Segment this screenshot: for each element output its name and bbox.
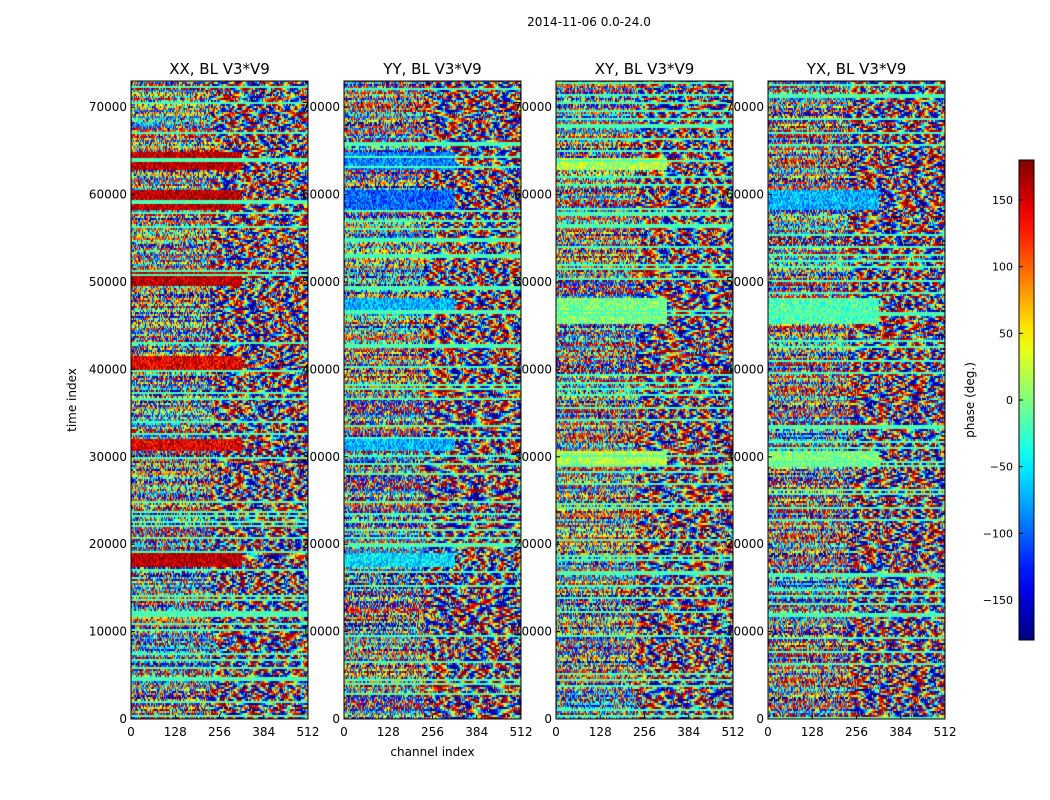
colorbar-tick-label: −150	[983, 594, 1013, 607]
y-tick-label: 30000	[302, 450, 340, 464]
x-tick-label: 0	[552, 725, 560, 739]
y-tick-label: 60000	[302, 188, 340, 202]
y-tick-label: 30000	[726, 450, 764, 464]
y-tick-label: 20000	[89, 537, 127, 551]
colorbar-tick-label: 150	[992, 194, 1013, 207]
heatmap-image-3	[556, 81, 733, 719]
x-tick-label: 128	[377, 725, 400, 739]
y-tick-label: 50000	[302, 275, 340, 289]
panel-1: XX, BL V3*V9 0 128 256 384 512 0 10000 20000 3000…	[65, 60, 319, 739]
panel-3: XY, BL V3*V9 0 128 256 384 512 0 10000 20000 3000…	[514, 60, 745, 739]
y-tick-label: 20000	[514, 537, 552, 551]
x-tick-label: 256	[845, 725, 868, 739]
y-tick-label: 60000	[726, 188, 764, 202]
y-tick-label: 10000	[302, 625, 340, 639]
y-tick-label: 70000	[89, 100, 127, 114]
y-tick-label: 0	[544, 712, 552, 726]
y-tick-label: 40000	[89, 362, 127, 376]
y-tick-label: 40000	[514, 362, 552, 376]
x-tick-label: 128	[164, 725, 187, 739]
y-tick-label: 70000	[302, 100, 340, 114]
y-tick-label: 70000	[726, 100, 764, 114]
x-tick-label: 384	[465, 725, 488, 739]
y-tick-label: 30000	[89, 450, 127, 464]
x-tick-label: 0	[127, 725, 135, 739]
panel-title-3: XY, BL V3*V9	[595, 60, 695, 78]
y-tick-label: 20000	[302, 537, 340, 551]
y-tick-label: 50000	[726, 275, 764, 289]
y-tick-label: 60000	[514, 188, 552, 202]
y-tick-label: 10000	[726, 625, 764, 639]
panel-2: YY, BL V3*V9 0 128 256 384 512 0 10000 20000 3000…	[302, 60, 533, 759]
heatmap-image-2	[344, 81, 521, 719]
x-tick-label: 128	[589, 725, 612, 739]
y-tick-label: 70000	[514, 100, 552, 114]
y-tick-label: 40000	[726, 362, 764, 376]
panels: XX, BL V3*V9 0 128 256 384 512 0 10000 20000 3000…	[65, 60, 956, 759]
x-tick-label: 0	[764, 725, 772, 739]
colorbar-tick-label: 0	[1006, 394, 1013, 407]
colorbar-label: phase (deg.)	[963, 362, 977, 438]
y-tick-label: 50000	[89, 275, 127, 289]
colorbar-tick-label: 100	[992, 261, 1013, 274]
x-tick-label: 512	[297, 725, 320, 739]
colorbar-tick-label: 50	[999, 327, 1013, 340]
heatmap-image-1	[131, 81, 308, 719]
panel-title-4: YX, BL V3*V9	[806, 60, 907, 78]
y-tick-label: 20000	[726, 537, 764, 551]
y-tick-label: 10000	[514, 625, 552, 639]
y-tick-label: 0	[119, 712, 127, 726]
x-tick-label: 256	[208, 725, 231, 739]
figure-suptitle: 2014-11-06 0.0-24.0	[527, 15, 651, 29]
y-tick-label: 0	[332, 712, 340, 726]
x-tick-label: 384	[889, 725, 912, 739]
colorbar: 150 100 50 0 −50 −100 −150 phase (deg.)	[963, 159, 1035, 641]
x-tick-label: 0	[340, 725, 348, 739]
y-tick-label: 40000	[302, 362, 340, 376]
y-tick-label: 10000	[89, 625, 127, 639]
x-tick-label: 256	[421, 725, 444, 739]
panel-title-2: YY, BL V3*V9	[382, 60, 481, 78]
x-tick-label: 384	[677, 725, 700, 739]
y-tick-label: 30000	[514, 450, 552, 464]
y-axis-label: time index	[65, 368, 79, 432]
y-tick-label: 0	[756, 712, 764, 726]
x-tick-label: 128	[801, 725, 824, 739]
y-tick-label: 50000	[514, 275, 552, 289]
x-tick-label: 256	[633, 725, 656, 739]
x-tick-label: 512	[510, 725, 533, 739]
x-tick-label: 512	[934, 725, 957, 739]
x-axis-label: channel index	[390, 745, 474, 759]
panel-title-1: XX, BL V3*V9	[169, 60, 270, 78]
x-tick-label: 512	[722, 725, 745, 739]
colorbar-tick-label: −50	[990, 461, 1013, 474]
heatmap-image-4	[768, 81, 945, 719]
y-tick-label: 60000	[89, 188, 127, 202]
x-tick-label: 384	[252, 725, 275, 739]
colorbar-tick-label: −100	[983, 527, 1013, 540]
panel-4: YX, BL V3*V9 0 128 256 384 512 0 10000 20000 3000…	[726, 60, 957, 739]
